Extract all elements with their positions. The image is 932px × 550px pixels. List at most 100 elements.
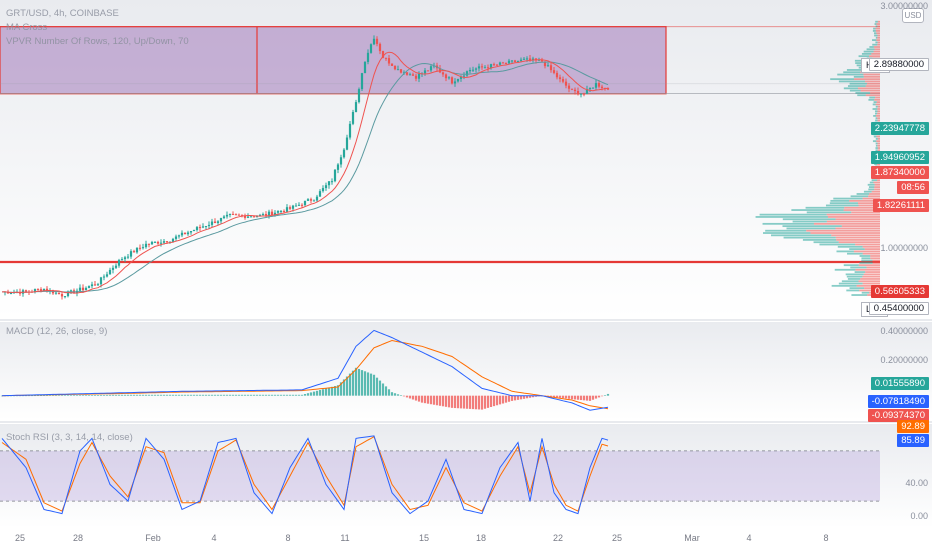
candle-body (117, 260, 121, 266)
macd-histogram-bar (471, 395, 475, 410)
vpvr-bar-down (877, 36, 880, 39)
vpvr-bar-up (874, 163, 878, 166)
ma-fast-line (1, 51, 609, 294)
candle-body (576, 91, 580, 95)
vpvr-bar-up (875, 147, 878, 149)
vpvr-bar-down (826, 213, 880, 216)
candle-body (417, 73, 421, 79)
candle-body (477, 66, 481, 69)
macd-histogram-bar (126, 394, 130, 396)
vpvr-bar-up (783, 236, 836, 239)
candle-body (543, 61, 547, 67)
vpvr-bar-down (873, 50, 880, 53)
macd-histogram-bar (363, 371, 367, 396)
candle-body (405, 72, 409, 75)
vpvr-bar-down (866, 82, 880, 85)
vpvr-bar-up (874, 23, 877, 25)
macd-histogram-bar (339, 382, 343, 396)
macd-histogram-bar (588, 395, 592, 401)
candle-body (312, 200, 316, 202)
macd-histogram-bar (225, 394, 229, 396)
candle-body (423, 70, 427, 74)
candle-body (198, 227, 202, 229)
macd-histogram-bar (474, 395, 478, 410)
macd-histogram-bar (453, 395, 457, 409)
candle-body (162, 241, 166, 243)
vpvr-bar-down (858, 204, 880, 207)
vpvr-bar-down (869, 193, 880, 195)
vpvr-bar-down (855, 243, 880, 246)
macd-histogram-bar (174, 394, 178, 396)
x-tick-25b: 25 (611, 533, 623, 543)
candle-body (450, 77, 454, 84)
candle-body (228, 213, 232, 215)
macd-histogram-bar (555, 395, 559, 398)
macd-histogram-bar (384, 386, 388, 396)
vpvr-bar-down (877, 142, 880, 145)
macd-histogram-bar (285, 394, 289, 396)
macd-histogram-bar (342, 379, 346, 396)
vpvr-bar-down (877, 149, 880, 152)
macd-histogram-bar (102, 394, 106, 396)
vpvr-bar-down (853, 250, 880, 253)
vpvr-bar-down (858, 264, 880, 267)
poc-price-tag: 2.23947778 (870, 122, 929, 135)
candle-body (189, 230, 193, 233)
macd-histogram-bar (54, 395, 58, 396)
candle-body (42, 288, 46, 292)
candle-body (393, 65, 397, 70)
vpvr-bar-up (873, 114, 877, 117)
macd-histogram-bar (297, 394, 301, 396)
vpvr-bar-down (831, 234, 880, 237)
vpvr-bar-up (850, 195, 869, 198)
currency-badge[interactable]: USD (902, 8, 924, 23)
stoch-legend: Stoch RSI (3, 3, 14, 14, close) (6, 432, 133, 443)
vpvr-bar-up (847, 252, 863, 255)
vpvr-bar-down (876, 135, 880, 138)
macd-histogram-bar (162, 394, 166, 396)
vpvr-bar-up (873, 135, 877, 138)
vpvr-bar-down (860, 278, 880, 280)
vpvr-bar-up (868, 186, 875, 188)
vpvr-bar-up (873, 27, 876, 30)
candle-body (396, 69, 400, 71)
vpvr-bar-up (871, 179, 877, 182)
macd-histogram-bar (243, 394, 247, 396)
macd-histogram-bar (522, 395, 526, 399)
vpvr-bar-down (863, 273, 880, 276)
vpvr-bar-up (838, 80, 866, 83)
macd-histogram-bar (153, 394, 157, 396)
candle-body (585, 89, 589, 94)
macd-histogram-bar (393, 393, 397, 396)
macd-histogram-bar (117, 394, 121, 396)
x-tick-4b: 4 (746, 533, 752, 543)
vpvr-bar-down (877, 110, 880, 113)
macd-histogram-bar (267, 394, 271, 396)
candle-body (549, 65, 553, 71)
vpvr-bar-down (877, 119, 880, 122)
vpvr-bar-up (849, 287, 865, 290)
macd-histogram-bar (375, 377, 379, 396)
vpvr-bar-down (806, 229, 880, 232)
vpvr-bar-up (857, 94, 866, 97)
vpvr-bar-down (835, 227, 880, 230)
vpvr-bar-up (867, 183, 875, 186)
macd-histogram-bar (561, 395, 565, 399)
vpvr-bar-up (763, 232, 811, 234)
vpvr-bar-up (786, 227, 836, 230)
candle-body (297, 204, 301, 206)
vpvr-bar-up (830, 199, 850, 202)
macd-histogram-bar (492, 395, 496, 407)
candle-body (327, 181, 331, 186)
macd-histogram-bar (240, 394, 244, 396)
candle-body (144, 243, 148, 248)
macd-line (1, 329, 609, 411)
stoch-pane-bg (0, 424, 932, 528)
macd-tick-020: 0.20000000 (880, 355, 928, 365)
candle-body (468, 69, 472, 72)
vpvr-bar-up (872, 108, 878, 110)
macd-histogram-bar (597, 395, 601, 398)
stoch-d-tag: 85.89 (897, 434, 929, 447)
ma-slow-line (1, 61, 609, 294)
